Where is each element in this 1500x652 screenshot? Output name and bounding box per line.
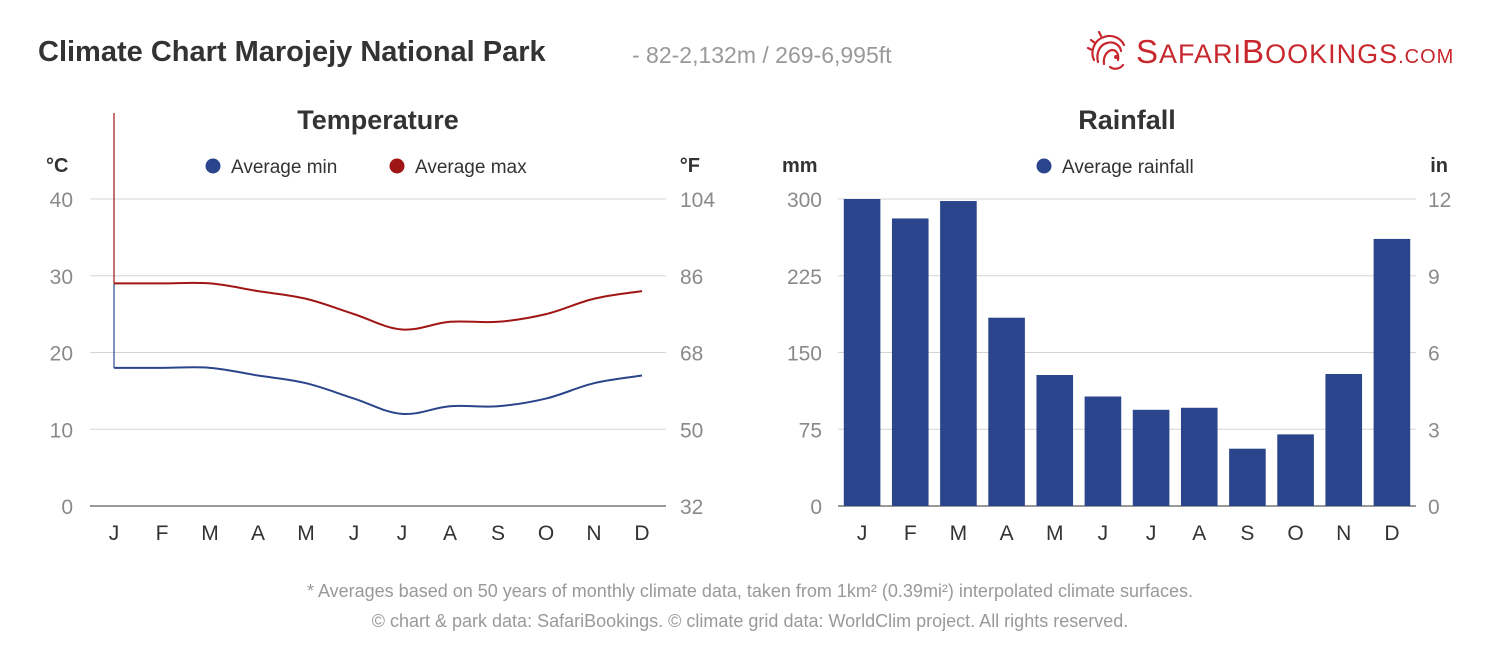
- left-tick-label: 150: [787, 343, 822, 366]
- right-tick-label: 6: [1428, 343, 1440, 366]
- left-tick-label: 300: [787, 189, 822, 212]
- x-tick-label: D: [634, 522, 649, 545]
- left-axis-unit: °C: [46, 155, 68, 177]
- temperature-series-line: [114, 281, 643, 331]
- legend-marker: [1036, 158, 1052, 174]
- logo-word-ookings: OOKINGS: [1265, 39, 1399, 69]
- safaribookings-logo[interactable]: SAFARIBOOKINGS.COM: [1086, 30, 1454, 74]
- x-tick-label: M: [950, 522, 968, 545]
- x-tick-label: S: [1240, 522, 1254, 545]
- logo-letter-s: S: [1136, 33, 1160, 70]
- x-tick-label: J: [397, 522, 408, 545]
- rainfall-bar: [1229, 448, 1266, 506]
- rainfall-bar: [1277, 434, 1314, 506]
- x-tick-label: S: [491, 522, 505, 545]
- legend-marker: [389, 158, 405, 174]
- x-tick-label: D: [1384, 522, 1399, 545]
- x-tick-label: J: [349, 522, 360, 545]
- panel-title: Rainfall: [1078, 105, 1176, 135]
- x-tick-label: O: [1287, 522, 1303, 545]
- x-tick-label: M: [1046, 522, 1064, 545]
- rainfall-bar: [1132, 409, 1170, 506]
- x-tick-label: A: [443, 522, 457, 545]
- rainfall-bar: [1036, 375, 1074, 506]
- right-axis-unit: °F: [680, 155, 700, 177]
- x-tick-label: A: [1192, 522, 1206, 545]
- temperature-series-line: [114, 366, 643, 416]
- rainfall-bar: [843, 199, 881, 506]
- left-tick-label: 0: [61, 496, 73, 519]
- lion-icon: [1086, 30, 1126, 70]
- x-tick-label: O: [538, 522, 554, 545]
- x-tick-label: J: [109, 522, 120, 545]
- x-tick-label: J: [857, 522, 868, 545]
- rainfall-bar: [891, 218, 929, 506]
- x-tick-label: F: [156, 522, 169, 545]
- logo-letter-b: B: [1242, 33, 1266, 70]
- right-tick-label: 104: [680, 189, 715, 212]
- right-tick-label: 50: [680, 419, 703, 442]
- left-tick-label: 225: [787, 266, 822, 289]
- right-tick-label: 86: [680, 266, 703, 289]
- x-tick-label: A: [1000, 522, 1014, 545]
- x-tick-label: J: [1146, 522, 1157, 545]
- logo-wordmark: SAFARIBOOKINGS.COM: [1136, 33, 1454, 71]
- right-tick-label: 9: [1428, 266, 1440, 289]
- legend-label: Average rainfall: [1062, 157, 1194, 178]
- right-tick-label: 32: [680, 496, 703, 519]
- x-tick-label: N: [1336, 522, 1351, 545]
- footnote-copyright: © chart & park data: SafariBookings. © c…: [371, 611, 1129, 631]
- elevation-subtitle: - 82-2,132m / 269-6,995ft: [632, 42, 892, 68]
- x-tick-label: N: [586, 522, 601, 545]
- chart-page-title: Climate Chart Marojejy National Park: [38, 36, 546, 68]
- legend-label: Average min: [231, 157, 337, 178]
- rainfall-bar: [1373, 238, 1411, 506]
- left-axis-unit: mm: [782, 155, 818, 177]
- left-tick-label: 30: [50, 266, 73, 289]
- legend-marker: [205, 158, 221, 174]
- logo-word-afari: AFARI: [1159, 39, 1243, 69]
- right-tick-label: 68: [680, 343, 703, 366]
- logo-domain: .COM: [1398, 46, 1455, 68]
- right-tick-label: 3: [1428, 419, 1440, 442]
- rainfall-bar: [940, 201, 977, 506]
- left-tick-label: 40: [50, 189, 73, 212]
- x-tick-label: J: [1098, 522, 1109, 545]
- rainfall-bar: [1325, 373, 1363, 506]
- panel-title: Temperature: [297, 105, 459, 135]
- left-tick-label: 0: [810, 496, 822, 519]
- x-tick-label: A: [251, 522, 265, 545]
- left-tick-label: 75: [799, 419, 822, 442]
- rainfall-bar: [1180, 407, 1218, 506]
- legend-label: Average max: [415, 157, 527, 178]
- x-tick-label: F: [904, 522, 917, 545]
- left-tick-label: 20: [50, 343, 73, 366]
- rainfall-bar: [988, 317, 1025, 506]
- left-tick-label: 10: [50, 419, 73, 442]
- right-axis-unit: in: [1430, 155, 1448, 177]
- right-tick-label: 12: [1428, 189, 1451, 212]
- x-tick-label: M: [297, 522, 315, 545]
- x-tick-label: M: [201, 522, 219, 545]
- footnote-averages: * Averages based on 50 years of monthly …: [306, 581, 1194, 601]
- right-tick-label: 0: [1428, 496, 1440, 519]
- rainfall-bar: [1084, 396, 1122, 506]
